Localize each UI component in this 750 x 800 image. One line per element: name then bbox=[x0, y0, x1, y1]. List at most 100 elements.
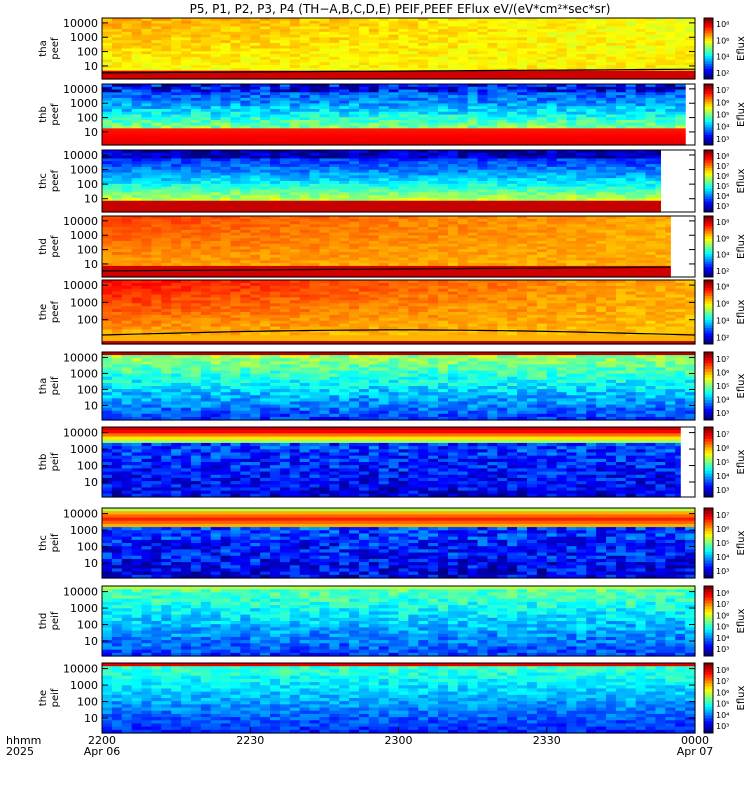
spectrogram-cell bbox=[151, 131, 162, 135]
spectrogram-cell bbox=[368, 128, 380, 132]
spectrogram-cell bbox=[151, 89, 162, 93]
spectrogram-cell bbox=[556, 125, 568, 129]
spectrogram-cell bbox=[220, 128, 232, 132]
spectrogram-cell bbox=[625, 73, 637, 77]
spectrogram-cell bbox=[289, 106, 301, 110]
spectrogram-cell bbox=[279, 54, 291, 58]
spectrogram-cell bbox=[279, 23, 291, 27]
colorbar-segment bbox=[704, 91, 713, 95]
spectrogram-cell bbox=[645, 48, 657, 52]
spectrogram-cell bbox=[349, 84, 360, 88]
spectrogram-cell bbox=[240, 106, 251, 110]
spectrogram-cell bbox=[240, 37, 251, 41]
spectrogram-cell bbox=[625, 95, 637, 99]
spectrogram-cell bbox=[517, 106, 528, 110]
spectrogram-cell bbox=[279, 51, 291, 55]
spectrogram-cell bbox=[477, 84, 489, 88]
spectrogram-cell bbox=[566, 20, 577, 25]
spectrogram-cell bbox=[210, 84, 222, 88]
spectrogram-cell bbox=[536, 114, 548, 118]
spectrogram-cell bbox=[368, 117, 380, 121]
spectrogram-cell bbox=[536, 54, 548, 58]
spectrogram-cell bbox=[279, 125, 291, 129]
spectrogram-cell bbox=[319, 54, 330, 58]
spectrogram-cell bbox=[141, 103, 153, 107]
spectrogram-cell bbox=[655, 92, 666, 96]
spectrogram-cell bbox=[270, 89, 281, 93]
spectrogram-cell bbox=[497, 89, 508, 93]
spectrogram-cell bbox=[526, 45, 538, 50]
spectrogram-cell bbox=[102, 125, 113, 129]
spectrogram-cell bbox=[457, 106, 469, 110]
spectrogram-cell bbox=[200, 62, 212, 66]
spectrogram-cell bbox=[279, 106, 291, 110]
spectrogram-cell bbox=[546, 86, 558, 91]
spectrogram-cell bbox=[270, 42, 281, 47]
spectrogram-cell bbox=[279, 48, 291, 52]
spectrogram-cell bbox=[606, 95, 617, 99]
spectrogram-cell bbox=[507, 51, 518, 55]
spectrogram-cell bbox=[171, 59, 182, 63]
spectrogram-cell bbox=[566, 62, 577, 66]
spectrogram-cell bbox=[428, 125, 439, 129]
spectrogram-cell bbox=[457, 70, 469, 75]
spectrogram-cell bbox=[517, 84, 528, 88]
spectrogram-cell bbox=[358, 42, 370, 47]
spectrogram-cell bbox=[141, 23, 153, 27]
spectrogram-cell bbox=[299, 20, 311, 25]
spectrogram-cell bbox=[171, 111, 182, 116]
spectrogram-cell bbox=[220, 125, 232, 129]
spectrogram-cell bbox=[200, 92, 212, 96]
spectrogram-cell bbox=[250, 117, 261, 121]
spectrogram-cell bbox=[378, 89, 390, 93]
spectrogram-cell bbox=[339, 117, 350, 121]
spectrogram-cell bbox=[447, 70, 459, 75]
spectrogram-cell bbox=[378, 18, 390, 22]
spectrogram-cell bbox=[635, 111, 647, 116]
spectrogram-cell bbox=[438, 92, 449, 96]
spectrogram-cell bbox=[200, 42, 212, 47]
spectrogram-cell bbox=[408, 100, 419, 105]
spectrogram-cell bbox=[497, 108, 508, 113]
spectrogram-cell bbox=[151, 100, 162, 105]
spectrogram-cell bbox=[289, 26, 301, 30]
colorbar-tick-label: 10⁵ bbox=[716, 111, 729, 120]
spectrogram-cell bbox=[556, 31, 568, 36]
spectrogram-cell bbox=[279, 62, 291, 66]
spectrogram-cell bbox=[675, 111, 686, 116]
spectrogram-cell bbox=[270, 84, 281, 88]
spectrogram-cell bbox=[517, 114, 528, 118]
spectrogram-cell bbox=[428, 67, 439, 72]
spectrogram-cell bbox=[517, 136, 528, 141]
spectrogram-cell bbox=[329, 42, 340, 47]
spectrogram-cell bbox=[141, 133, 153, 138]
spectrogram-cell bbox=[526, 18, 538, 22]
spectrogram-cell bbox=[171, 89, 182, 93]
spectrogram-cell bbox=[467, 37, 479, 41]
spectrogram-cell bbox=[606, 122, 617, 127]
spectrogram-cell bbox=[171, 65, 182, 69]
spectrogram-cell bbox=[635, 23, 647, 27]
colorbar-segment bbox=[704, 99, 713, 103]
spectrogram-cell bbox=[388, 120, 400, 124]
spectrogram-cell bbox=[102, 56, 113, 61]
spectrogram-cell bbox=[230, 97, 241, 102]
spectrogram-cell bbox=[358, 54, 370, 58]
spectrogram-cell bbox=[457, 133, 469, 138]
spectrogram-cell bbox=[220, 18, 232, 22]
spectrogram-cell bbox=[161, 133, 172, 138]
spectrogram-cell bbox=[270, 23, 281, 27]
spectrogram-cell bbox=[457, 136, 469, 141]
spectrogram-cell bbox=[289, 56, 301, 61]
spectrogram-cell bbox=[289, 73, 301, 77]
spectrogram-cell bbox=[171, 97, 182, 102]
spectrogram-cell bbox=[576, 114, 587, 118]
spectrogram-cell bbox=[279, 42, 291, 47]
spectrogram-cell bbox=[220, 108, 232, 113]
spectrogram-cell bbox=[358, 114, 370, 118]
spectrogram-cell bbox=[171, 106, 182, 110]
spectrogram-cell bbox=[645, 142, 657, 146]
spectrogram-cell bbox=[121, 34, 133, 39]
spectrogram-cell bbox=[131, 114, 143, 118]
spectrogram-cell bbox=[546, 48, 558, 52]
